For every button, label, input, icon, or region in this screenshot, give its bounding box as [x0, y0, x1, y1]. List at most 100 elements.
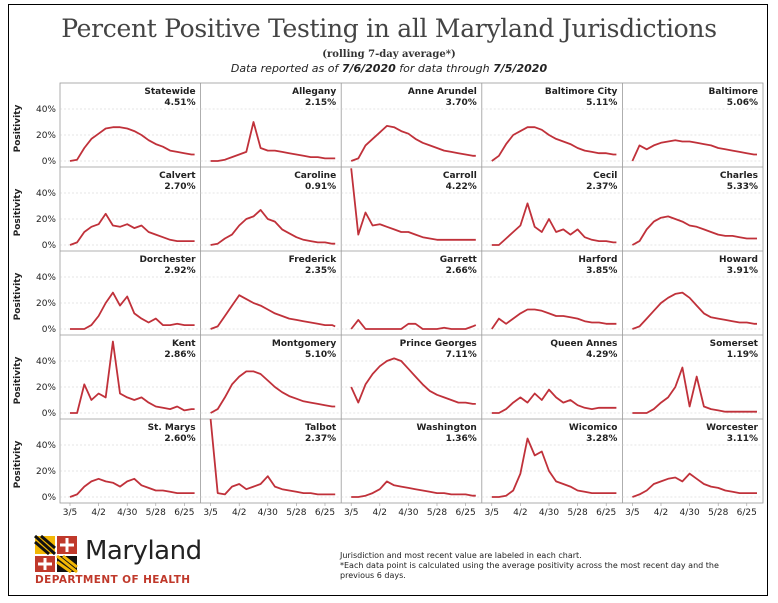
panel-name: Dorchester [139, 255, 196, 265]
series-line [631, 139, 757, 162]
panel-latest-value: 2.70% [164, 182, 195, 192]
panel-latest-value: 2.92% [164, 266, 195, 276]
panel-latest-value: 4.29% [586, 350, 617, 360]
panel-latest-value: 2.37% [586, 182, 617, 192]
y-tick-label: 0% [42, 493, 57, 503]
series-line [631, 215, 757, 246]
footnote-line-2: *Each data point is calculated using the… [340, 561, 719, 570]
x-tick-label: 6/25 [174, 508, 194, 518]
x-tick-label: 4/30 [258, 508, 278, 518]
y-tick-label: 20% [36, 299, 56, 309]
x-tick-label: 4/2 [91, 508, 105, 518]
y-tick-label: 0% [42, 157, 57, 167]
panel-latest-value: 7.11% [446, 350, 477, 360]
panel-latest-value: 3.70% [446, 98, 477, 108]
y-tick-label: 0% [42, 409, 57, 419]
y-tick-label: 40% [36, 105, 56, 115]
panel-name: Garrett [440, 255, 478, 265]
x-tick-label: 5/28 [708, 508, 728, 518]
panel-latest-value: 1.19% [727, 350, 758, 360]
y-tick-label: 20% [36, 467, 56, 477]
panel-name: Caroline [294, 171, 336, 181]
panel-latest-value: 4.51% [164, 98, 195, 108]
x-tick-label: 3/5 [63, 508, 77, 518]
report-prefix: Data reported as of [230, 62, 342, 75]
panel-name: Wicomico [569, 423, 618, 433]
x-tick-label: 6/25 [455, 508, 475, 518]
panel-name: Somerset [710, 339, 759, 349]
y-axis-title: Positivity [13, 357, 23, 405]
y-axis-title: Positivity [13, 273, 23, 321]
y-tick-label: 40% [36, 273, 56, 283]
x-tick-label: 4/2 [654, 508, 668, 518]
x-tick-label: 4/2 [232, 508, 246, 518]
panel-name: Harford [578, 255, 617, 265]
panel-latest-value: 3.85% [586, 266, 617, 276]
series-line [491, 437, 617, 498]
panel-latest-value: 2.15% [305, 98, 336, 108]
panel-latest-value: 2.37% [305, 434, 336, 444]
x-tick-label: 4/30 [117, 508, 137, 518]
panel-name: Baltimore City [545, 87, 618, 97]
series-line [69, 126, 195, 162]
series-line [350, 319, 477, 330]
y-axis-title: Positivity [13, 189, 23, 237]
series-line [210, 370, 336, 414]
panel-latest-value: 0.91% [305, 182, 336, 192]
y-tick-label: 40% [36, 189, 56, 199]
logo-department: DEPARTMENT OF HEALTH [35, 574, 191, 586]
series-line [210, 294, 336, 330]
panel-name: Washington [417, 423, 477, 433]
series-line [69, 477, 195, 498]
x-tick-label: 3/5 [203, 508, 217, 518]
series-line [632, 366, 757, 414]
series-line [350, 125, 476, 162]
series-line [69, 212, 195, 246]
series-line [632, 472, 757, 498]
logo-wordmark: Maryland [85, 536, 202, 566]
panel-name: Queen Annes [550, 339, 617, 349]
y-tick-label: 20% [36, 215, 56, 225]
x-tick-label: 4/30 [398, 508, 418, 518]
y-axis-title: Positivity [13, 105, 23, 153]
through-date: 7/5/2020 [493, 62, 548, 75]
y-tick-label: 40% [36, 441, 56, 451]
panel-latest-value: 2.35% [305, 266, 336, 276]
panel-name: Frederick [289, 255, 338, 265]
series-line [491, 202, 617, 246]
panel-name: Prince Georges [400, 339, 477, 349]
panel-latest-value: 2.86% [164, 350, 195, 360]
series-line [491, 388, 617, 414]
page-title: Percent Positive Testing in all Maryland… [61, 14, 717, 43]
series-line [210, 121, 336, 162]
maryland-health-logo: Maryland DEPARTMENT OF HEALTH [33, 530, 233, 586]
panel-latest-value: 3.11% [727, 434, 758, 444]
x-tick-label: 5/28 [427, 508, 447, 518]
footnote-line-1: Jurisdiction and most recent value are l… [340, 551, 582, 560]
series-line [351, 480, 476, 498]
panel-latest-value: 3.91% [727, 266, 758, 276]
panel-name: Calvert [159, 171, 196, 181]
panel-latest-value: 1.36% [446, 434, 477, 444]
panel-name: Howard [719, 255, 758, 265]
x-tick-label: 5/28 [286, 508, 306, 518]
panel-latest-value: 2.66% [446, 266, 477, 276]
x-tick-label: 4/30 [679, 508, 699, 518]
panel-name: Talbot [305, 423, 337, 433]
x-tick-label: 4/30 [539, 508, 559, 518]
maryland-flag-icon [33, 534, 78, 574]
y-tick-label: 0% [42, 241, 57, 251]
panel-latest-value: 5.06% [727, 98, 758, 108]
series-line [491, 126, 617, 162]
panel-latest-value: 5.33% [727, 182, 758, 192]
panel-latest-value: 4.22% [446, 182, 477, 192]
panel-name: Allegany [292, 87, 336, 97]
x-tick-label: 3/5 [344, 508, 358, 518]
series-line [491, 308, 617, 330]
panel-latest-value: 3.28% [586, 434, 617, 444]
panel-name: Worcester [706, 423, 758, 433]
x-tick-label: 5/28 [567, 508, 587, 518]
series-line [632, 291, 757, 330]
x-tick-label: 5/28 [146, 508, 166, 518]
